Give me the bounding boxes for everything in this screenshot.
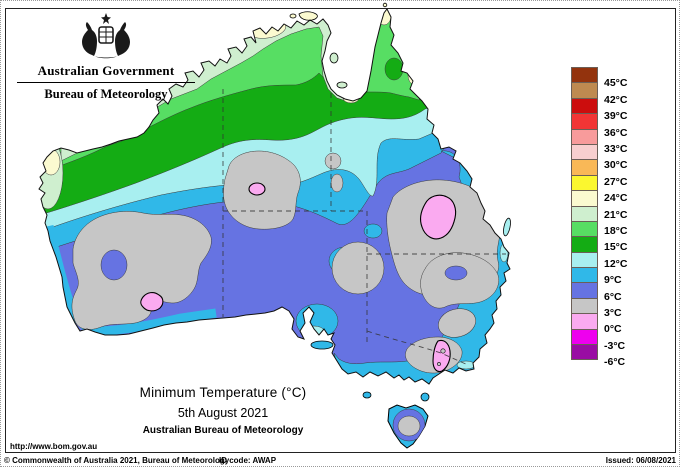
header-block: Australian Government Bureau of Meteorol… [11, 11, 201, 102]
hole-nsw-blue [444, 265, 468, 281]
legend-color-ramp [571, 67, 598, 361]
legend-label: 0°C [604, 323, 622, 336]
legend-swatch [571, 328, 598, 346]
band-9-12c-eyre-tip [303, 325, 325, 337]
tasmania-gray [397, 415, 421, 437]
legend-label: 33°C [604, 143, 628, 155]
island-fraser [503, 217, 511, 237]
gray-patch-nsw [420, 252, 499, 309]
issued-text: Issued: 06/08/2021 [605, 456, 676, 465]
legend-label: -3°C [604, 339, 626, 352]
island-king [362, 391, 372, 399]
legend-swatch [571, 205, 598, 222]
island-thursday [382, 2, 388, 8]
island-kangaroo [310, 340, 334, 350]
pink-patches [140, 182, 457, 373]
legend-label: 15°C [604, 241, 628, 254]
gray-patch-nsw2 [438, 308, 476, 338]
band-12-15c-capespot [384, 57, 404, 81]
legend-swatch [571, 67, 598, 84]
legend-label: 36°C [604, 126, 628, 139]
legend-swatch [571, 82, 598, 99]
legend-swatch [571, 174, 598, 192]
legend-swatch [571, 113, 598, 130]
snowy-dot2 [437, 362, 441, 366]
legend-swatch [571, 251, 598, 269]
legend-label: 27°C [604, 175, 628, 188]
legend-swatch [571, 344, 598, 361]
pink-patch-macdonnell [248, 182, 266, 196]
snowy-dot1 [440, 348, 446, 354]
legend-label: 21°C [604, 208, 628, 221]
legend-label: 6°C [604, 290, 622, 303]
legend-swatch [571, 128, 598, 145]
title-block: Minimum Temperature (°C) 5th August 2021… [63, 385, 383, 436]
legend-label: 18°C [604, 225, 628, 237]
gov-rule [17, 82, 195, 83]
legend-swatch [571, 282, 598, 299]
crest-emu [115, 22, 130, 56]
map-title: Minimum Temperature (°C) [139, 385, 307, 400]
pink-patch-qld [420, 194, 457, 240]
band-21-24c-capetip [376, 9, 392, 26]
legend-swatch [571, 190, 598, 207]
legend-label: 39°C [604, 110, 628, 123]
legend-swatch [571, 97, 598, 115]
state-borders [222, 89, 506, 366]
legend-label: 42°C [604, 93, 628, 106]
map-org: Australian Bureau of Meteorology [142, 425, 304, 436]
legend-swatch [571, 143, 598, 161]
band-21-24c-gulf [342, 92, 360, 104]
legend-label: 12°C [604, 257, 628, 270]
legend-label: 30°C [604, 159, 628, 172]
legend-label: 9°C [604, 274, 622, 287]
islands [289, 2, 511, 402]
crest-kangaroo [82, 22, 97, 56]
legend-swatch [571, 159, 598, 176]
crest-star [101, 13, 111, 24]
gray-patch-nt-small2 [330, 173, 344, 193]
gray-patch-sa [331, 241, 385, 295]
crest-base [94, 56, 118, 59]
bom-url: http://www.bom.gov.au [10, 442, 98, 451]
legend-swatch [571, 267, 598, 284]
legend-label: 3°C [604, 307, 622, 319]
id-code-text: ID code: AWAP [219, 456, 277, 465]
island-mornington [336, 81, 348, 89]
legend-swatch [571, 297, 598, 315]
pink-patch-wa [140, 292, 164, 312]
island-flinders [420, 392, 430, 402]
legend-label: -6°C [604, 356, 626, 369]
gov-title: Australian Government [37, 63, 175, 78]
gray-patch-nt-small [324, 152, 342, 170]
band-9-12c-coastspot2 [493, 325, 503, 347]
legend-label: 45°C [604, 77, 628, 90]
legend-swatch [571, 313, 598, 330]
copyright-text: © Commonwealth of Australia 2021, Bureau… [4, 456, 230, 465]
island-melville [298, 11, 318, 21]
gray-patch-wa [71, 211, 212, 330]
coat-of-arms [82, 13, 130, 59]
hole-wa-blue [100, 249, 128, 281]
bom-title: Bureau of Meteorology [44, 87, 168, 101]
map-date: 5th August 2021 [177, 406, 269, 420]
legend-swatch [571, 220, 598, 238]
legend-label: 24°C [604, 192, 628, 205]
band-6-9c-qld-spot [363, 223, 383, 239]
coastline [38, 8, 511, 385]
island-bathurst [289, 13, 297, 19]
island-groote [329, 52, 339, 64]
legend-swatch [571, 236, 598, 253]
